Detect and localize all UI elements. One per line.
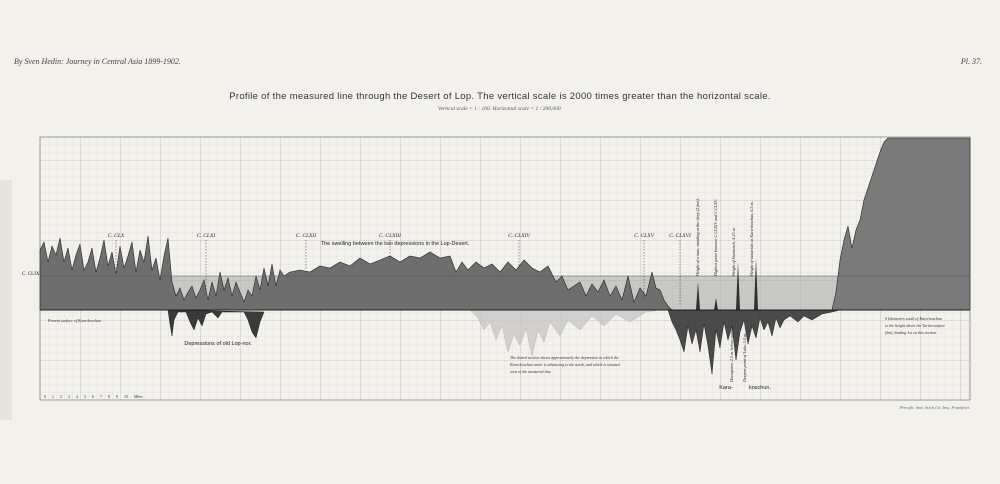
scale-tick: 1: [52, 395, 54, 399]
vertical-label: Height of Eutemisch, 4.25 m.: [731, 227, 737, 277]
camp-label: C. CLXIV: [508, 233, 530, 239]
right-note-line: (km), leading 1st on this section.: [885, 330, 937, 336]
vertical-label: Downpoint, 2.5 m. below surface.: [729, 325, 735, 383]
dotted-depression-region: [469, 309, 661, 357]
depression-label: Depressions of old Lop-nor.: [184, 341, 252, 347]
binding-strip: [0, 180, 12, 420]
camp-label: C. CLXVI: [669, 233, 692, 239]
scale-tick: 0: [44, 395, 46, 399]
dotted-note-line: The dotted section shows approximately t…: [510, 355, 619, 360]
depression-left: [167, 309, 265, 339]
vertical-label: Height of a man, standing at the sleep (…: [695, 198, 701, 277]
camp-label: C. CLXI: [197, 233, 217, 239]
scale-note: Vertical scale = 1 : 100. Horizontal sca…: [437, 106, 563, 112]
vertical-label: Highest point between C.CLXIV and C.CLXV…: [713, 199, 718, 277]
scale-tick: Miles: [134, 395, 143, 399]
right-upland: [831, 137, 971, 311]
plate-title: Profile of the measured line through the…: [229, 91, 771, 102]
vertical-label: Height of tamarisks at Kara-koschun, 6.5…: [749, 201, 755, 277]
scale-tick: 3: [68, 395, 70, 399]
right-note-line: to the height above the Tarim-surface: [885, 323, 945, 328]
horizontal-scale: 0 1 2 3 4 5 6 7 8 9 10 Miles: [44, 395, 143, 399]
scale-tick: 6: [92, 395, 94, 399]
camp-label: C. CLX: [108, 233, 125, 239]
swelling-label: The swelling between the two depressions…: [321, 241, 470, 247]
dotted-note-line: west of the measured line.: [510, 369, 552, 374]
dotted-note-line: Kara-koschun water is advancing to the n…: [509, 362, 621, 368]
scale-tick: 2: [60, 395, 62, 399]
printer-credit: Pressfit. Amt. Stich Lit. Inst. Frankfur…: [899, 405, 970, 410]
karakoschun-label: koschun.: [749, 385, 771, 391]
header-left: By Sven Hedin: Journey in Central Asia 1…: [14, 57, 181, 66]
scale-tick: 9: [116, 395, 118, 399]
surface-label: Present surface of Kara-koschun.: [47, 318, 102, 323]
camp-label: C. CLXII: [296, 233, 317, 239]
datum-label: C. CLIX: [22, 272, 40, 277]
depression-karakoschun: [667, 309, 841, 375]
scale-tick: 5: [84, 395, 86, 399]
camp-label: C. CLXIII: [379, 233, 402, 239]
karakoschun-label: Kara-: [719, 385, 733, 391]
profile-surface: [39, 235, 673, 311]
vertical-label: Deepest point of Lake, 5.2 m.: [742, 333, 748, 383]
camp-label: C. CLXV: [634, 233, 655, 239]
scale-tick: 4: [76, 395, 78, 399]
camp-markers: [115, 240, 681, 306]
scale-tick: 10: [124, 395, 128, 399]
scale-tick: 7: [100, 395, 102, 399]
header-right: Pl. 37.: [960, 57, 982, 66]
right-note-line: 0 kilometers south of Kara-koschun: [885, 316, 942, 321]
scale-tick: 8: [108, 395, 110, 399]
